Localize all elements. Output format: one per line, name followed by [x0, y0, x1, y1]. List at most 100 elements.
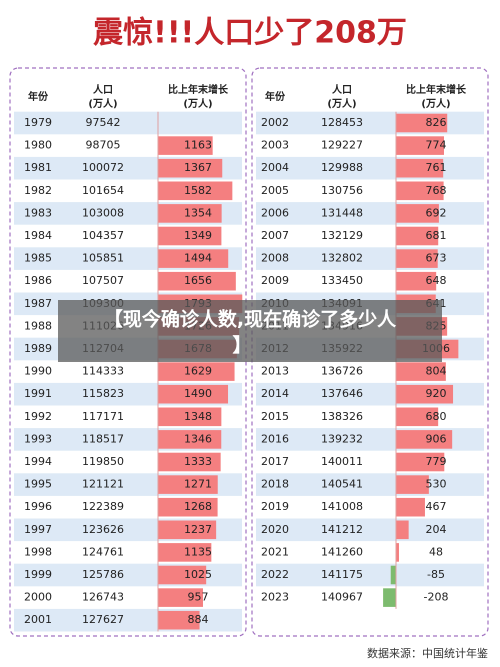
growth-value: -208 — [424, 591, 449, 604]
population: 141212 — [321, 523, 363, 536]
population: 117171 — [82, 410, 124, 423]
year: 2023 — [261, 591, 289, 604]
row-band — [14, 111, 242, 135]
growth-value: 1163 — [184, 139, 212, 152]
row-band — [256, 563, 484, 587]
population: 129227 — [321, 139, 363, 152]
growth-bar — [396, 271, 437, 291]
growth-value: 779 — [426, 455, 447, 468]
year: 2008 — [261, 252, 289, 265]
year: 2002 — [261, 116, 289, 129]
population: 114333 — [82, 365, 124, 378]
growth-value: 1237 — [184, 523, 212, 536]
overlay-banner — [58, 300, 442, 362]
row-band — [256, 518, 484, 542]
year: 1989 — [24, 342, 52, 355]
growth-value: 774 — [426, 139, 447, 152]
growth-value: 1490 — [184, 387, 212, 400]
year: 1998 — [24, 545, 52, 558]
growth-value: 1354 — [184, 206, 212, 219]
growth-bar — [396, 362, 446, 381]
growth-value: 1346 — [184, 432, 212, 445]
population: 139232 — [321, 432, 363, 445]
year: 1996 — [24, 500, 52, 513]
growth-bar — [158, 136, 213, 155]
population: 119850 — [82, 455, 124, 468]
year: 2001 — [24, 613, 52, 626]
growth-bar — [158, 158, 223, 178]
growth-value: -85 — [427, 568, 445, 581]
year: 2007 — [261, 229, 289, 242]
column-header: (万人) — [421, 97, 450, 110]
year: 1991 — [24, 387, 52, 400]
year: 2020 — [261, 523, 289, 536]
growth-value: 1348 — [184, 410, 212, 423]
row-band — [256, 473, 484, 496]
growth-bar — [383, 588, 396, 607]
year: 1983 — [24, 206, 52, 219]
year: 1990 — [24, 365, 52, 378]
population: 133450 — [321, 274, 363, 287]
row-band — [256, 202, 484, 225]
growth-value: 768 — [426, 184, 447, 197]
year: 1987 — [24, 297, 52, 310]
year: 2015 — [261, 410, 289, 423]
population: 103008 — [82, 206, 124, 219]
year: 2005 — [261, 184, 289, 197]
column-header: 年份 — [265, 90, 286, 103]
population: 141175 — [321, 568, 363, 581]
year: 2000 — [24, 591, 52, 604]
growth-value: 692 — [426, 206, 447, 219]
population: 115823 — [82, 387, 124, 400]
growth-bar — [396, 430, 453, 449]
population: 137646 — [321, 387, 363, 400]
column-header: 比上年末增长 — [406, 83, 467, 96]
population: 98705 — [86, 139, 121, 152]
growth-bar — [158, 610, 200, 630]
population: 127627 — [82, 613, 124, 626]
year: 1994 — [24, 455, 52, 468]
growth-value: 1135 — [184, 545, 212, 558]
growth-value: 1271 — [184, 478, 212, 491]
growth-value: 1349 — [184, 229, 212, 242]
growth-bar — [396, 452, 445, 472]
growth-bar — [396, 384, 454, 404]
growth-bar — [158, 430, 222, 449]
growth-bar — [158, 497, 218, 517]
growth-value: 920 — [426, 387, 447, 400]
row-band — [256, 156, 484, 180]
growth-bar — [396, 249, 438, 268]
growth-bar — [390, 565, 396, 585]
year: 1979 — [24, 116, 52, 129]
growth-bar — [158, 588, 203, 607]
year: 1981 — [24, 161, 52, 174]
growth-bar — [158, 226, 222, 246]
growth-value: 884 — [188, 613, 209, 626]
growth-bar — [158, 271, 236, 291]
growth-value: 957 — [188, 591, 209, 604]
growth-bar — [396, 497, 425, 517]
population: 141008 — [321, 500, 363, 513]
growth-value: 906 — [426, 432, 447, 445]
population: 118517 — [82, 432, 124, 445]
year: 2006 — [261, 206, 289, 219]
population: 141260 — [321, 545, 363, 558]
growth-bar — [158, 520, 217, 540]
population: 107507 — [82, 274, 124, 287]
growth-value: 681 — [426, 229, 447, 242]
growth-bar — [158, 407, 222, 427]
growth-value: 826 — [426, 116, 447, 129]
row-band — [256, 247, 484, 270]
year: 2021 — [261, 545, 289, 558]
year: 2018 — [261, 478, 289, 491]
year: 1980 — [24, 139, 52, 152]
year: 1986 — [24, 274, 52, 287]
year: 1982 — [24, 184, 52, 197]
population: 101654 — [82, 184, 124, 197]
column-header: (万人) — [183, 97, 212, 110]
population: 136726 — [321, 365, 363, 378]
growth-bar — [158, 543, 212, 562]
growth-bar — [396, 136, 444, 155]
